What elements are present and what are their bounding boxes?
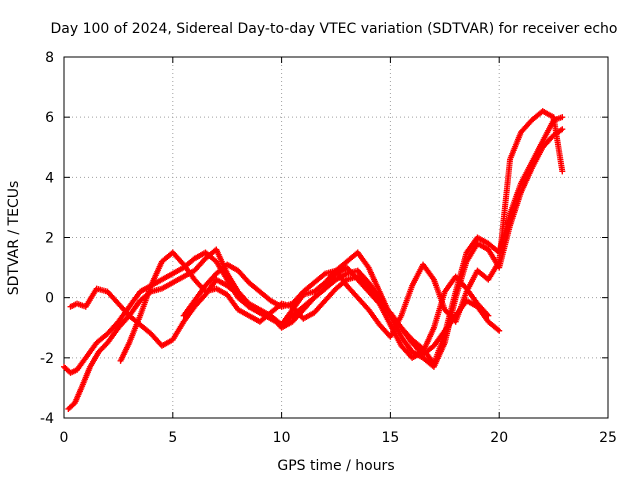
y-tick-label: 4 xyxy=(45,170,54,186)
data-marks xyxy=(61,108,566,412)
x-tick-label: 10 xyxy=(273,430,291,446)
y-tick-label: 2 xyxy=(45,231,54,247)
data-point xyxy=(559,114,566,121)
y-axis-label: SDTVAR / TECUs xyxy=(6,181,22,296)
x-tick-label: 20 xyxy=(490,430,508,446)
data-point xyxy=(496,327,503,334)
y-tick-label: -4 xyxy=(40,411,54,427)
y-tick-label: -2 xyxy=(40,351,54,367)
grid-lines xyxy=(64,57,608,418)
x-tick-label: 15 xyxy=(381,430,399,446)
data-point xyxy=(559,168,566,175)
series-pass-5 xyxy=(180,108,566,340)
axis-ticks: 0 5 10 15 20 25 -4 -2 0 2 4 6 8 xyxy=(40,50,617,446)
data-point xyxy=(559,126,566,133)
chart-title: Day 100 of 2024, Sidereal Day-to-day VTE… xyxy=(51,21,618,37)
y-tick-label: 8 xyxy=(45,50,54,66)
x-tick-label: 25 xyxy=(599,430,617,446)
x-axis-label: GPS time / hours xyxy=(277,458,394,474)
y-tick-label: 0 xyxy=(45,291,54,307)
y-tick-label: 6 xyxy=(45,110,54,126)
x-tick-label: 0 xyxy=(60,430,69,446)
data-point xyxy=(485,312,492,319)
x-tick-label: 5 xyxy=(168,430,177,446)
